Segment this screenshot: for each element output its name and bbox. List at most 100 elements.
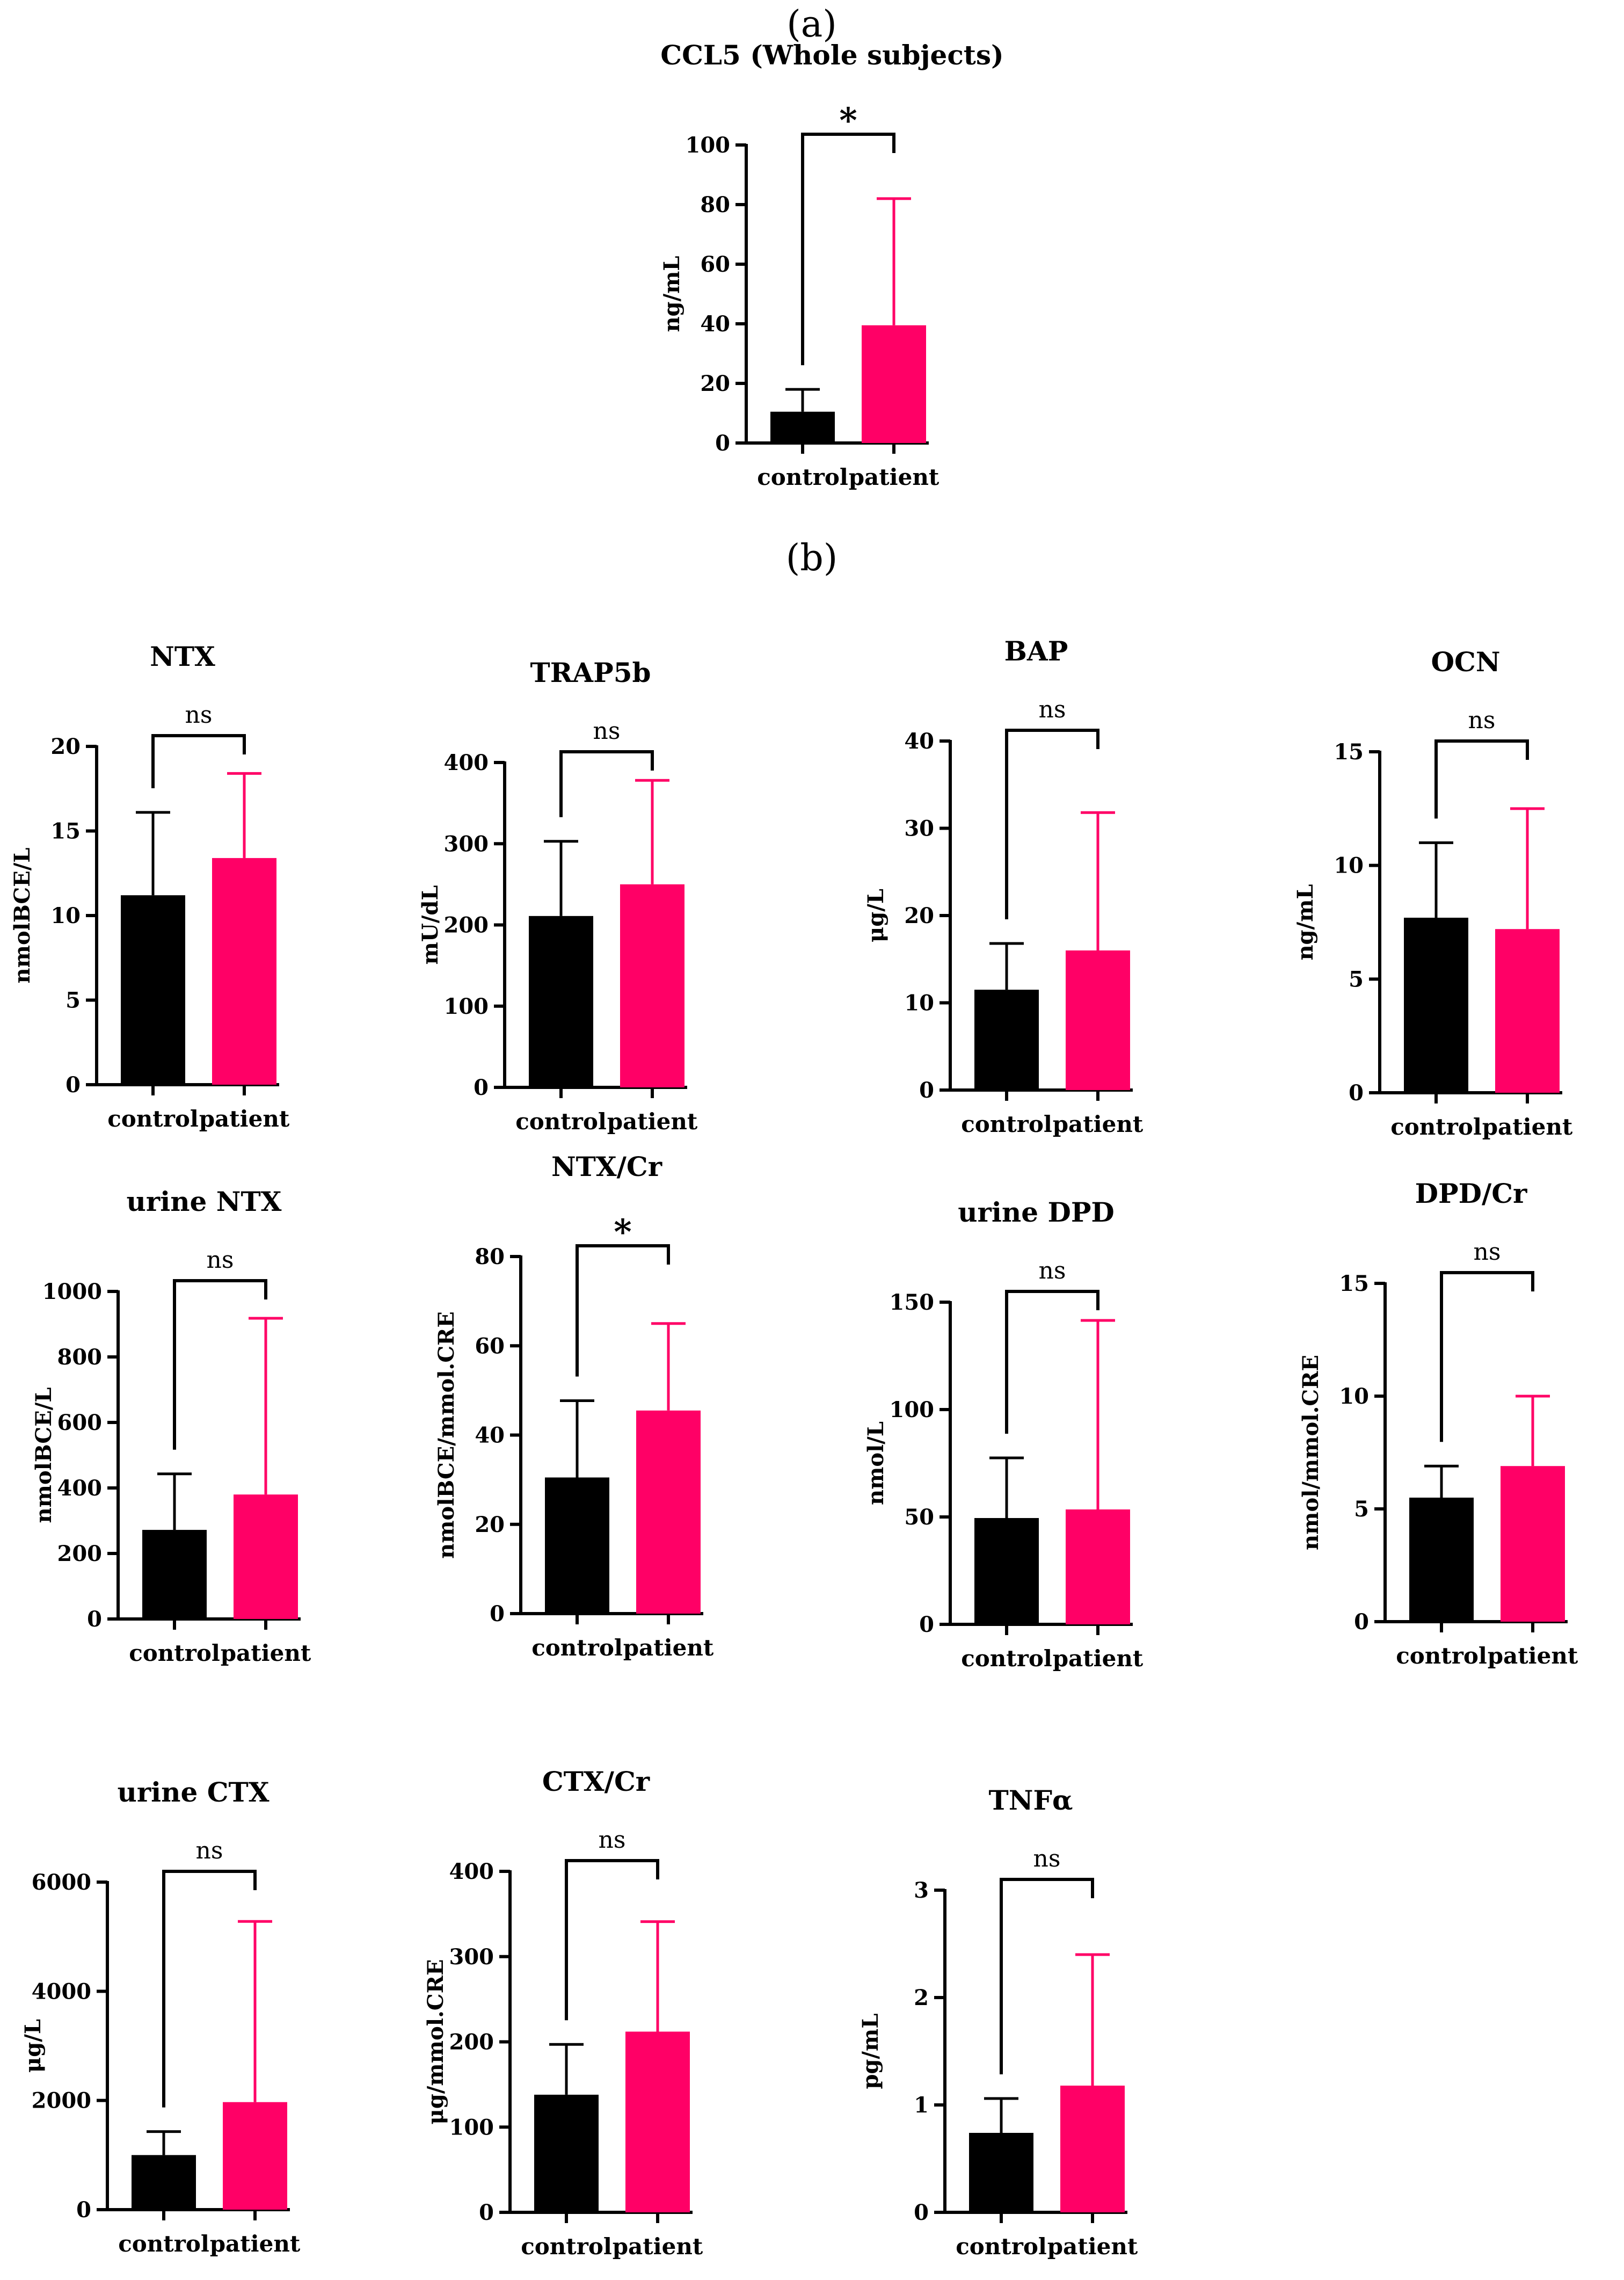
y-tick-label: 2000 xyxy=(32,2088,91,2114)
y-tick-label: 40 xyxy=(700,311,730,337)
x-tick-label: control xyxy=(956,2233,1047,2260)
y-tick-label: 40 xyxy=(904,729,934,754)
y-axis-label: nmol/mmol.CRE xyxy=(1298,1355,1323,1550)
y-tick-label: 200 xyxy=(444,913,489,938)
y-tick-label: 300 xyxy=(444,831,489,856)
significance-label: ns xyxy=(1033,1845,1061,1872)
panel-label-b: (b) xyxy=(785,537,838,579)
significance-bracket xyxy=(1434,739,1529,819)
y-tick-label: 10 xyxy=(50,903,81,928)
y-tick-label: 600 xyxy=(57,1410,103,1435)
bar-control xyxy=(545,1477,609,1614)
significance-label: * xyxy=(839,100,857,141)
chart-title: CTX/Cr xyxy=(542,1766,650,1797)
significance-bracket xyxy=(1440,1271,1534,1442)
y-tick-label: 100 xyxy=(890,1397,935,1422)
bar-control xyxy=(534,2094,599,2212)
significance-label: ns xyxy=(207,1246,234,1274)
x-tick-label: control xyxy=(961,1111,1052,1137)
y-tick-label: 20 xyxy=(904,903,934,928)
y-tick-label: 0 xyxy=(87,1607,102,1632)
y-tick-label: 400 xyxy=(57,1476,103,1501)
bar-patient xyxy=(1066,1509,1130,1624)
y-tick-label: 20 xyxy=(50,734,81,759)
significance-label: ns xyxy=(593,717,621,745)
y-tick-label: 800 xyxy=(57,1345,103,1370)
bar-control xyxy=(969,2133,1033,2212)
y-tick-label: 100 xyxy=(449,2115,494,2140)
bar-control xyxy=(132,2155,196,2210)
bar-patient xyxy=(234,1494,298,1619)
x-tick-label: patient xyxy=(613,2233,703,2260)
y-axis-label: ng/mL xyxy=(659,256,684,332)
chart-urine-ctx: urine CTX μg/L 0 2000 4000 6000 control patient… xyxy=(20,1776,301,2257)
y-tick-label: 40 xyxy=(475,1423,505,1448)
significance-bracket xyxy=(565,1859,659,2021)
y-tick-label: 6000 xyxy=(32,1870,91,1895)
x-tick-label: patient xyxy=(1047,2233,1138,2260)
x-tick-label: control xyxy=(1390,1114,1482,1140)
y-tick-label: 15 xyxy=(50,819,81,844)
x-tick-label: control xyxy=(521,2233,612,2260)
chart-title: TRAP5b xyxy=(530,657,651,688)
bar-patient xyxy=(1066,950,1130,1090)
x-tick-label: control xyxy=(118,2231,209,2257)
x-tick-label: control xyxy=(961,1645,1052,1672)
y-axis-label: nmolBCE/L xyxy=(10,848,35,984)
chart-title: urine DPD xyxy=(958,1196,1115,1228)
chart-bap: BAP μg/L 0 10 20 30 40 control patient ns xyxy=(863,635,1144,1137)
y-tick-label: 5 xyxy=(1349,967,1364,992)
y-tick-label: 0 xyxy=(76,2197,91,2223)
chart-title: NTX xyxy=(150,641,215,672)
chart-title: OCN xyxy=(1431,646,1500,678)
y-tick-label: 3 xyxy=(914,1878,929,1903)
x-tick-label: patient xyxy=(210,2231,301,2257)
y-tick-label: 0 xyxy=(490,1601,505,1627)
x-tick-label: patient xyxy=(221,1640,311,1666)
significance-bracket xyxy=(1000,1878,1094,2074)
bar-patient xyxy=(620,884,684,1087)
y-axis-label: ng/mL xyxy=(1293,884,1318,960)
y-tick-label: 80 xyxy=(475,1244,505,1269)
x-tick-label: patient xyxy=(607,1108,698,1135)
x-tick-label: patient xyxy=(1053,1645,1144,1672)
chart-title: urine NTX xyxy=(127,1186,282,1217)
y-tick-label: 200 xyxy=(57,1541,103,1566)
significance-label: ns xyxy=(1474,1238,1501,1266)
chart-ocn: OCN ng/mL 0 5 10 15 control patient ns xyxy=(1293,646,1573,1140)
significance-bracket xyxy=(559,750,654,817)
y-tick-label: 4000 xyxy=(32,1979,91,2004)
y-tick-label: 0 xyxy=(914,2200,929,2225)
y-tick-label: 0 xyxy=(1354,1609,1369,1635)
bar-control xyxy=(142,1530,207,1619)
significance-label: ns xyxy=(185,701,213,729)
chart-title: BAP xyxy=(1004,635,1068,667)
chart-dpd-cr: DPD/Cr nmol/mmol.CRE 0 5 10 15 control patient n… xyxy=(1298,1178,1578,1669)
y-axis-label: pg/mL xyxy=(858,2014,883,2089)
significance-bracket xyxy=(801,133,895,366)
bar-control xyxy=(1409,1498,1474,1622)
x-tick-label: control xyxy=(531,1635,623,1661)
y-tick-label: 5 xyxy=(65,988,81,1013)
chart-ccl5: CCL5 (Whole subjects) ng/mL 0 20 40 60 80 100 co… xyxy=(659,39,1004,490)
significance-label: ns xyxy=(1468,707,1496,734)
y-tick-label: 0 xyxy=(919,1078,934,1103)
significance-bracket xyxy=(576,1244,670,1377)
x-tick-label: control xyxy=(107,1106,199,1132)
bar-patient xyxy=(1501,1466,1565,1622)
y-tick-label: 15 xyxy=(1339,1271,1369,1296)
bar-control xyxy=(974,1518,1039,1624)
y-tick-label: 0 xyxy=(919,1612,934,1637)
y-tick-label: 50 xyxy=(904,1505,934,1530)
y-tick-label: 400 xyxy=(444,750,489,775)
significance-bracket xyxy=(151,734,246,788)
y-tick-label: 0 xyxy=(474,1075,489,1100)
bar-control xyxy=(529,916,593,1087)
significance-label: ns xyxy=(1039,696,1066,723)
y-tick-label: 15 xyxy=(1334,739,1364,765)
y-axis-label: nmolBCE/mmol.CRE xyxy=(434,1311,459,1559)
chart-ctx-cr: CTX/Cr μg/mmol.CRE 0 100 200 300 400 control pat… xyxy=(423,1766,703,2260)
y-tick-label: 100 xyxy=(686,133,731,158)
chart-trap5b: TRAP5b mU/dL 0 100 200 300 400 control patient ns xyxy=(418,657,698,1135)
chart-title: DPD/Cr xyxy=(1415,1178,1527,1209)
